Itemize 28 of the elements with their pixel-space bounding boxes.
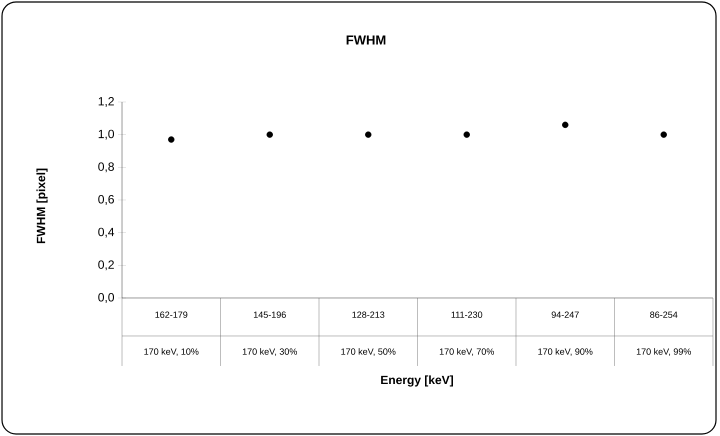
y-tick-label: 0,2 — [98, 260, 114, 270]
y-tick-label: 0,0 — [98, 293, 114, 303]
point — [168, 136, 174, 143]
x-tick-label: 94-247 — [552, 312, 579, 318]
point — [464, 131, 470, 138]
text: 170 keV, 90% — [538, 348, 593, 356]
x-axis-title: Energy [keV] — [381, 375, 453, 387]
y-tick-label: 0,6 — [98, 195, 114, 205]
point — [660, 131, 667, 138]
y-tick-label: 0,8 — [98, 162, 114, 172]
y-tick-label: 1,2 — [98, 97, 114, 107]
y-tick-label: 1,0 — [98, 130, 114, 140]
y-axis-title: FWHM [pixel] — [36, 168, 48, 244]
text: 170 keV, 10% — [144, 348, 199, 356]
x-tick-label: 145-196 — [254, 312, 286, 318]
text: 170 keV, 50% — [341, 348, 396, 356]
text: 170 keV, 70% — [440, 348, 494, 356]
x-tick-label: 111-230 — [452, 312, 482, 318]
chart-title: FWHM — [346, 36, 386, 44]
text: 170 keV, 99% — [636, 348, 692, 356]
point — [266, 131, 273, 138]
x-tick-label: 128-213 — [352, 312, 384, 318]
x-tick-label: 162-179 — [155, 312, 188, 318]
text: 170 keV, 30% — [242, 348, 298, 356]
x-tick-label: 86-254 — [650, 312, 678, 318]
point — [562, 122, 568, 128]
point — [365, 131, 372, 138]
y-tick-label: 0,4 — [98, 228, 114, 238]
